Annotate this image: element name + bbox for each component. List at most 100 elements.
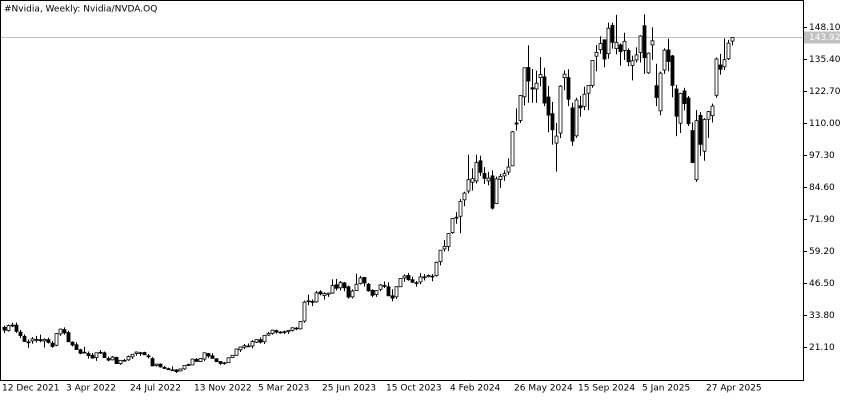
candle-body	[634, 54, 639, 61]
candle-body	[278, 331, 283, 334]
candle-body	[78, 349, 83, 354]
candle-body	[682, 90, 687, 104]
candle-body	[562, 73, 567, 79]
candle-body	[578, 105, 583, 109]
candle-body	[462, 192, 467, 201]
candle-body	[670, 55, 675, 86]
candle-body	[150, 358, 155, 367]
price-label: 143.92	[809, 33, 841, 43]
candle-body	[274, 330, 279, 333]
candle-body	[658, 72, 663, 112]
candle-body	[418, 276, 423, 283]
candle-body	[14, 324, 19, 332]
candle-body	[82, 351, 87, 354]
candle-body	[478, 160, 483, 173]
candle-body	[450, 218, 455, 233]
x-tick-label: 13 Nov 2022	[194, 384, 252, 394]
candle-body	[326, 292, 331, 295]
candle-body	[42, 339, 47, 342]
candle-body	[466, 179, 471, 192]
candle-body	[242, 345, 247, 348]
candle-body	[306, 300, 311, 303]
candle-body	[442, 246, 447, 250]
candle-body	[622, 40, 627, 51]
candle-body	[314, 292, 319, 303]
candle-body	[538, 74, 543, 79]
candle-body	[226, 357, 231, 364]
candle-body	[522, 67, 527, 98]
candle-body	[454, 216, 459, 219]
candle-body	[534, 82, 539, 90]
x-tick-label: 26 May 2024	[514, 384, 573, 394]
y-tick-label: 59.20	[809, 247, 835, 257]
candle-body	[382, 285, 387, 287]
y-tick-label: 71.90	[809, 215, 835, 225]
candle-body	[374, 290, 379, 295]
candle-body	[22, 336, 27, 342]
candle-body	[218, 361, 223, 364]
candle-body	[18, 331, 23, 337]
candle-body	[430, 275, 435, 278]
candle-body	[486, 177, 491, 182]
x-tick-label: 5 Mar 2023	[258, 384, 309, 394]
candle-body	[282, 331, 287, 333]
candle-body	[2, 326, 7, 331]
candle-body	[582, 93, 587, 107]
x-tick-label: 15 Sep 2024	[578, 384, 635, 394]
candle-body	[38, 339, 43, 342]
candle-body	[550, 113, 555, 131]
candle-body	[502, 173, 507, 177]
plot-frame	[0, 0, 804, 381]
candle-body	[206, 353, 211, 357]
candle-body	[718, 64, 723, 70]
candle-body	[262, 334, 267, 343]
candle-body	[458, 200, 463, 217]
x-tick-label: 12 Dec 2021	[2, 384, 60, 394]
candle-body	[394, 286, 399, 298]
candle-body	[322, 293, 327, 296]
candle-body	[422, 276, 427, 279]
candle-body	[606, 27, 611, 55]
candle-body	[530, 87, 535, 90]
candle-body	[410, 279, 415, 283]
candle-body	[210, 355, 215, 359]
candle-body	[138, 352, 143, 354]
candle-body	[350, 290, 355, 298]
candle-body	[470, 178, 475, 183]
candle-body	[698, 115, 703, 145]
candle-body	[642, 25, 647, 59]
candle-body	[546, 96, 551, 116]
candle-body	[114, 356, 119, 365]
candle-body	[58, 328, 63, 335]
candle-body	[330, 285, 335, 294]
candle-body	[514, 122, 519, 125]
candle-body	[338, 282, 343, 289]
candle-body	[518, 95, 523, 121]
candle-body	[630, 60, 635, 66]
candle-body	[574, 99, 579, 137]
candle-body	[390, 295, 395, 299]
candle-body	[266, 332, 271, 336]
candle-body	[702, 119, 707, 152]
candle-body	[298, 321, 303, 330]
candle-body	[406, 275, 411, 281]
candle-body	[90, 354, 95, 359]
candle-body	[570, 107, 575, 142]
candle-body	[70, 341, 75, 346]
candle-body	[54, 333, 59, 346]
candle-body	[318, 291, 323, 295]
x-tick-label: 5 Jan 2025	[642, 384, 690, 394]
candle-body	[74, 344, 79, 350]
candle-body	[130, 353, 135, 358]
candle-body	[354, 283, 359, 291]
x-tick-label: 15 Oct 2023	[386, 384, 442, 394]
x-tick-label: 4 Feb 2024	[450, 384, 501, 394]
candle-body	[398, 278, 403, 288]
candle-body	[106, 358, 111, 361]
candle-body	[230, 354, 235, 358]
candle-body	[186, 364, 191, 366]
candle-body	[190, 358, 195, 366]
candle-body	[730, 37, 735, 42]
